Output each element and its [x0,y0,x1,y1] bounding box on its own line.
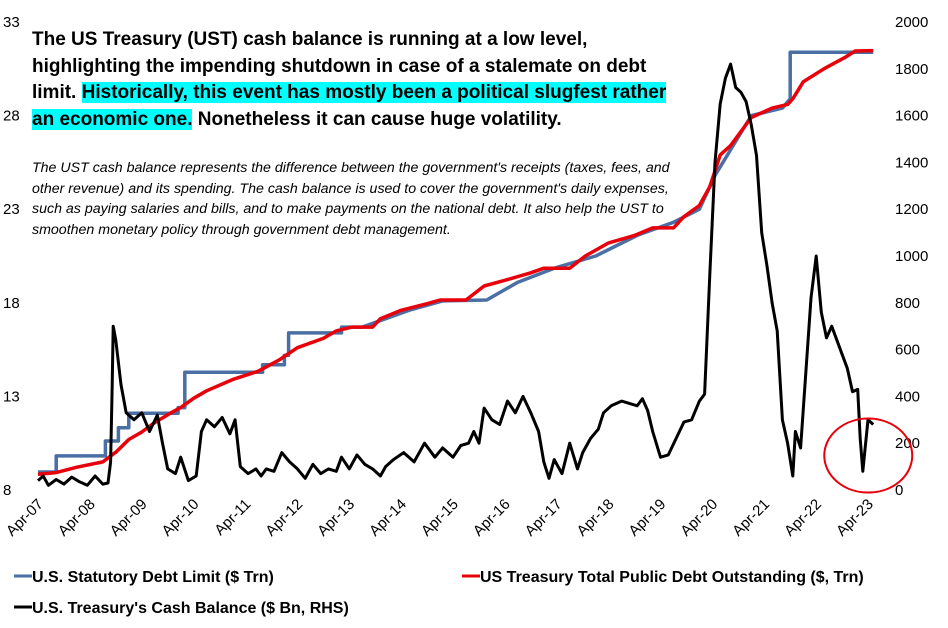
left-tick-4: 28 [3,108,20,125]
series-line-0 [38,50,874,474]
headline-part2: Nonetheless it can cause huge volatility… [197,108,562,130]
x-tick-9: Apr-16 [470,496,514,540]
annotation-layer [823,417,914,494]
x-tick-15: Apr-22 [781,496,825,540]
left-axis-ticks: 8 13 18 23 28 33 [3,14,20,499]
left-tick-0: 8 [3,482,11,499]
left-tick-1: 13 [3,388,20,405]
right-tick-0: 0 [895,482,903,499]
x-tick-1: Apr-08 [55,496,99,540]
x-tick-3: Apr-10 [159,496,203,540]
headline: The US Treasury (UST) cash balance is ru… [32,27,682,133]
right-tick-5: 1000 [895,248,928,265]
left-tick-5: 33 [3,14,20,31]
series-layer [37,48,875,487]
legend-label-2: U.S. Treasury's Cash Balance ($ Bn, RHS) [32,600,349,617]
x-tick-2: Apr-09 [107,496,151,540]
right-tick-1: 200 [895,435,920,452]
x-axis-ticks: Apr-07 Apr-08 Apr-09 Apr-10 Apr-11 Apr-12 Apr-… [3,496,877,540]
x-tick-14: Apr-21 [729,496,773,540]
x-tick-12: Apr-19 [625,496,669,540]
x-tick-0: Apr-07 [3,496,47,540]
right-tick-8: 1600 [895,108,928,125]
right-axis-ticks: 0 200 400 600 800 1000 1200 1400 1600 1800 2000 [895,14,928,499]
series-line-1 [37,48,874,477]
right-tick-7: 1400 [895,154,928,171]
legend-label-1: US Treasury Total Public Debt Outstandin… [480,569,864,586]
right-tick-9: 1800 [895,61,928,78]
left-tick-3: 23 [3,201,20,218]
x-tick-16: Apr-23 [833,496,877,540]
x-tick-5: Apr-12 [262,496,306,540]
right-tick-3: 600 [895,342,920,359]
legend: U.S. Statutory Debt Limit ($ Trn) US Trea… [14,569,864,617]
series-line-2 [37,62,875,487]
headline-part1: The US Treasury (UST) cash balance is ru… [32,29,647,103]
x-tick-10: Apr-17 [522,496,566,540]
x-tick-6: Apr-13 [314,496,358,540]
x-tick-13: Apr-20 [677,496,721,540]
x-tick-7: Apr-14 [366,496,410,540]
right-tick-4: 800 [895,295,920,312]
annotation-circle [823,417,914,494]
legend-label-0: U.S. Statutory Debt Limit ($ Trn) [32,569,274,586]
right-tick-10: 2000 [895,14,928,31]
left-tick-2: 18 [3,295,20,312]
right-tick-2: 400 [895,388,920,405]
right-tick-6: 1200 [895,201,928,218]
x-tick-11: Apr-18 [574,496,618,540]
description: The UST cash balance represents the diff… [32,160,670,238]
x-tick-4: Apr-11 [211,496,254,539]
x-tick-8: Apr-15 [418,496,462,540]
